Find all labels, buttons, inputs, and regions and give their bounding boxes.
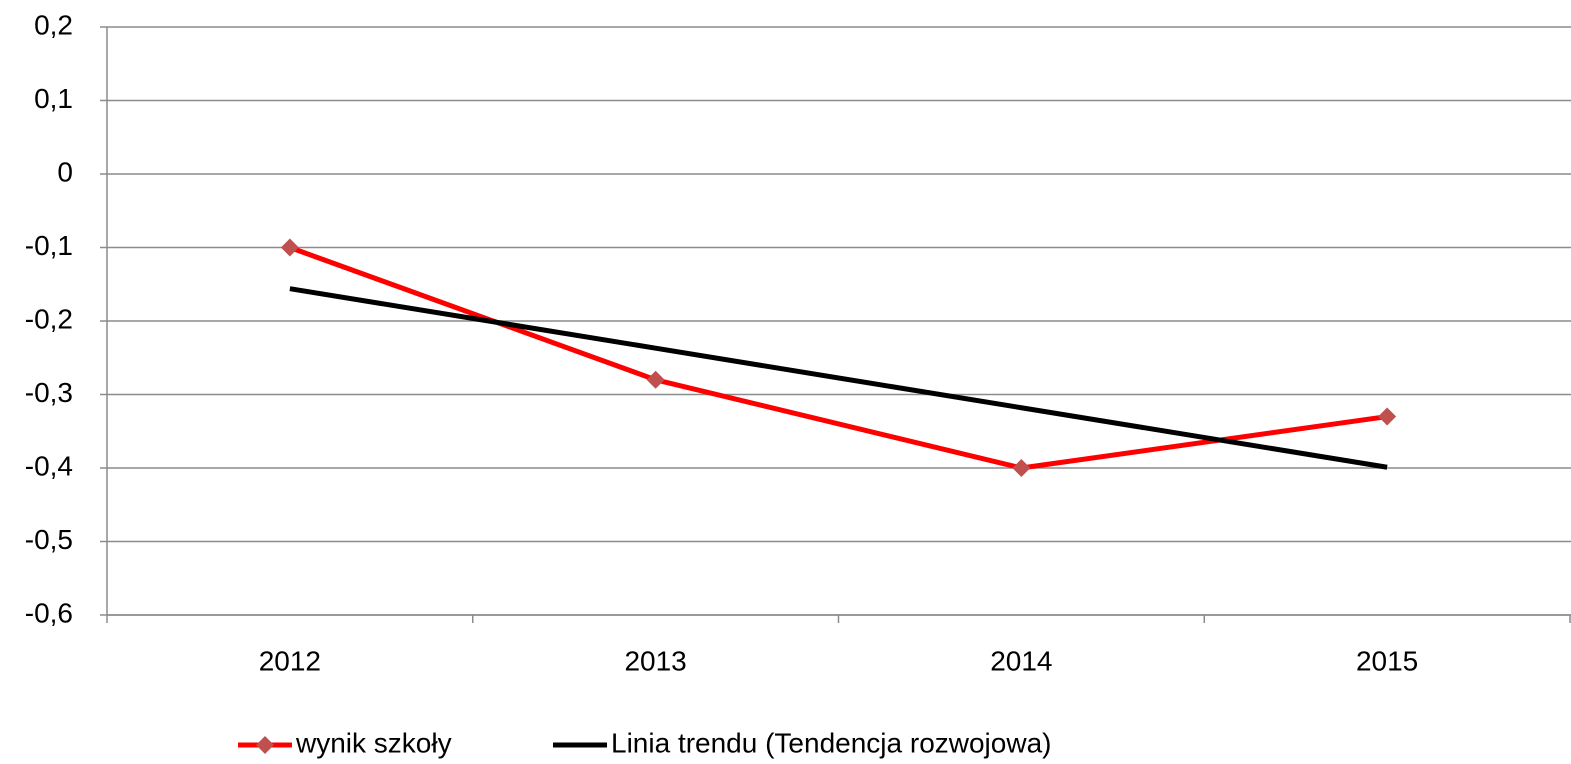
legend-marker	[256, 736, 274, 754]
y-tick-label: -0,3	[25, 377, 73, 408]
y-tick-label: 0,1	[34, 83, 73, 114]
x-tick-label: 2013	[624, 645, 686, 676]
data-point	[646, 370, 665, 389]
data-point	[1378, 407, 1397, 426]
legend-label: wynik szkoły	[295, 727, 452, 758]
x-tick-label: 2012	[259, 645, 321, 676]
y-tick-label: 0,2	[34, 9, 73, 40]
legend-label: Linia trendu (Tendencja rozwojowa)	[611, 727, 1051, 758]
x-tick-label: 2014	[990, 645, 1052, 676]
y-tick-label: -0,1	[25, 230, 73, 261]
y-tick-label: -0,5	[25, 524, 73, 555]
y-tick-label: -0,4	[25, 450, 73, 481]
y-tick-label: -0,2	[25, 303, 73, 334]
x-tick-label: 2015	[1356, 645, 1418, 676]
series-line	[289, 245, 1388, 471]
series-line	[289, 286, 1388, 470]
data-point	[280, 238, 299, 257]
y-tick-label: 0	[57, 156, 73, 187]
data-point	[1012, 459, 1031, 477]
y-tick-label: -0,6	[25, 597, 73, 628]
